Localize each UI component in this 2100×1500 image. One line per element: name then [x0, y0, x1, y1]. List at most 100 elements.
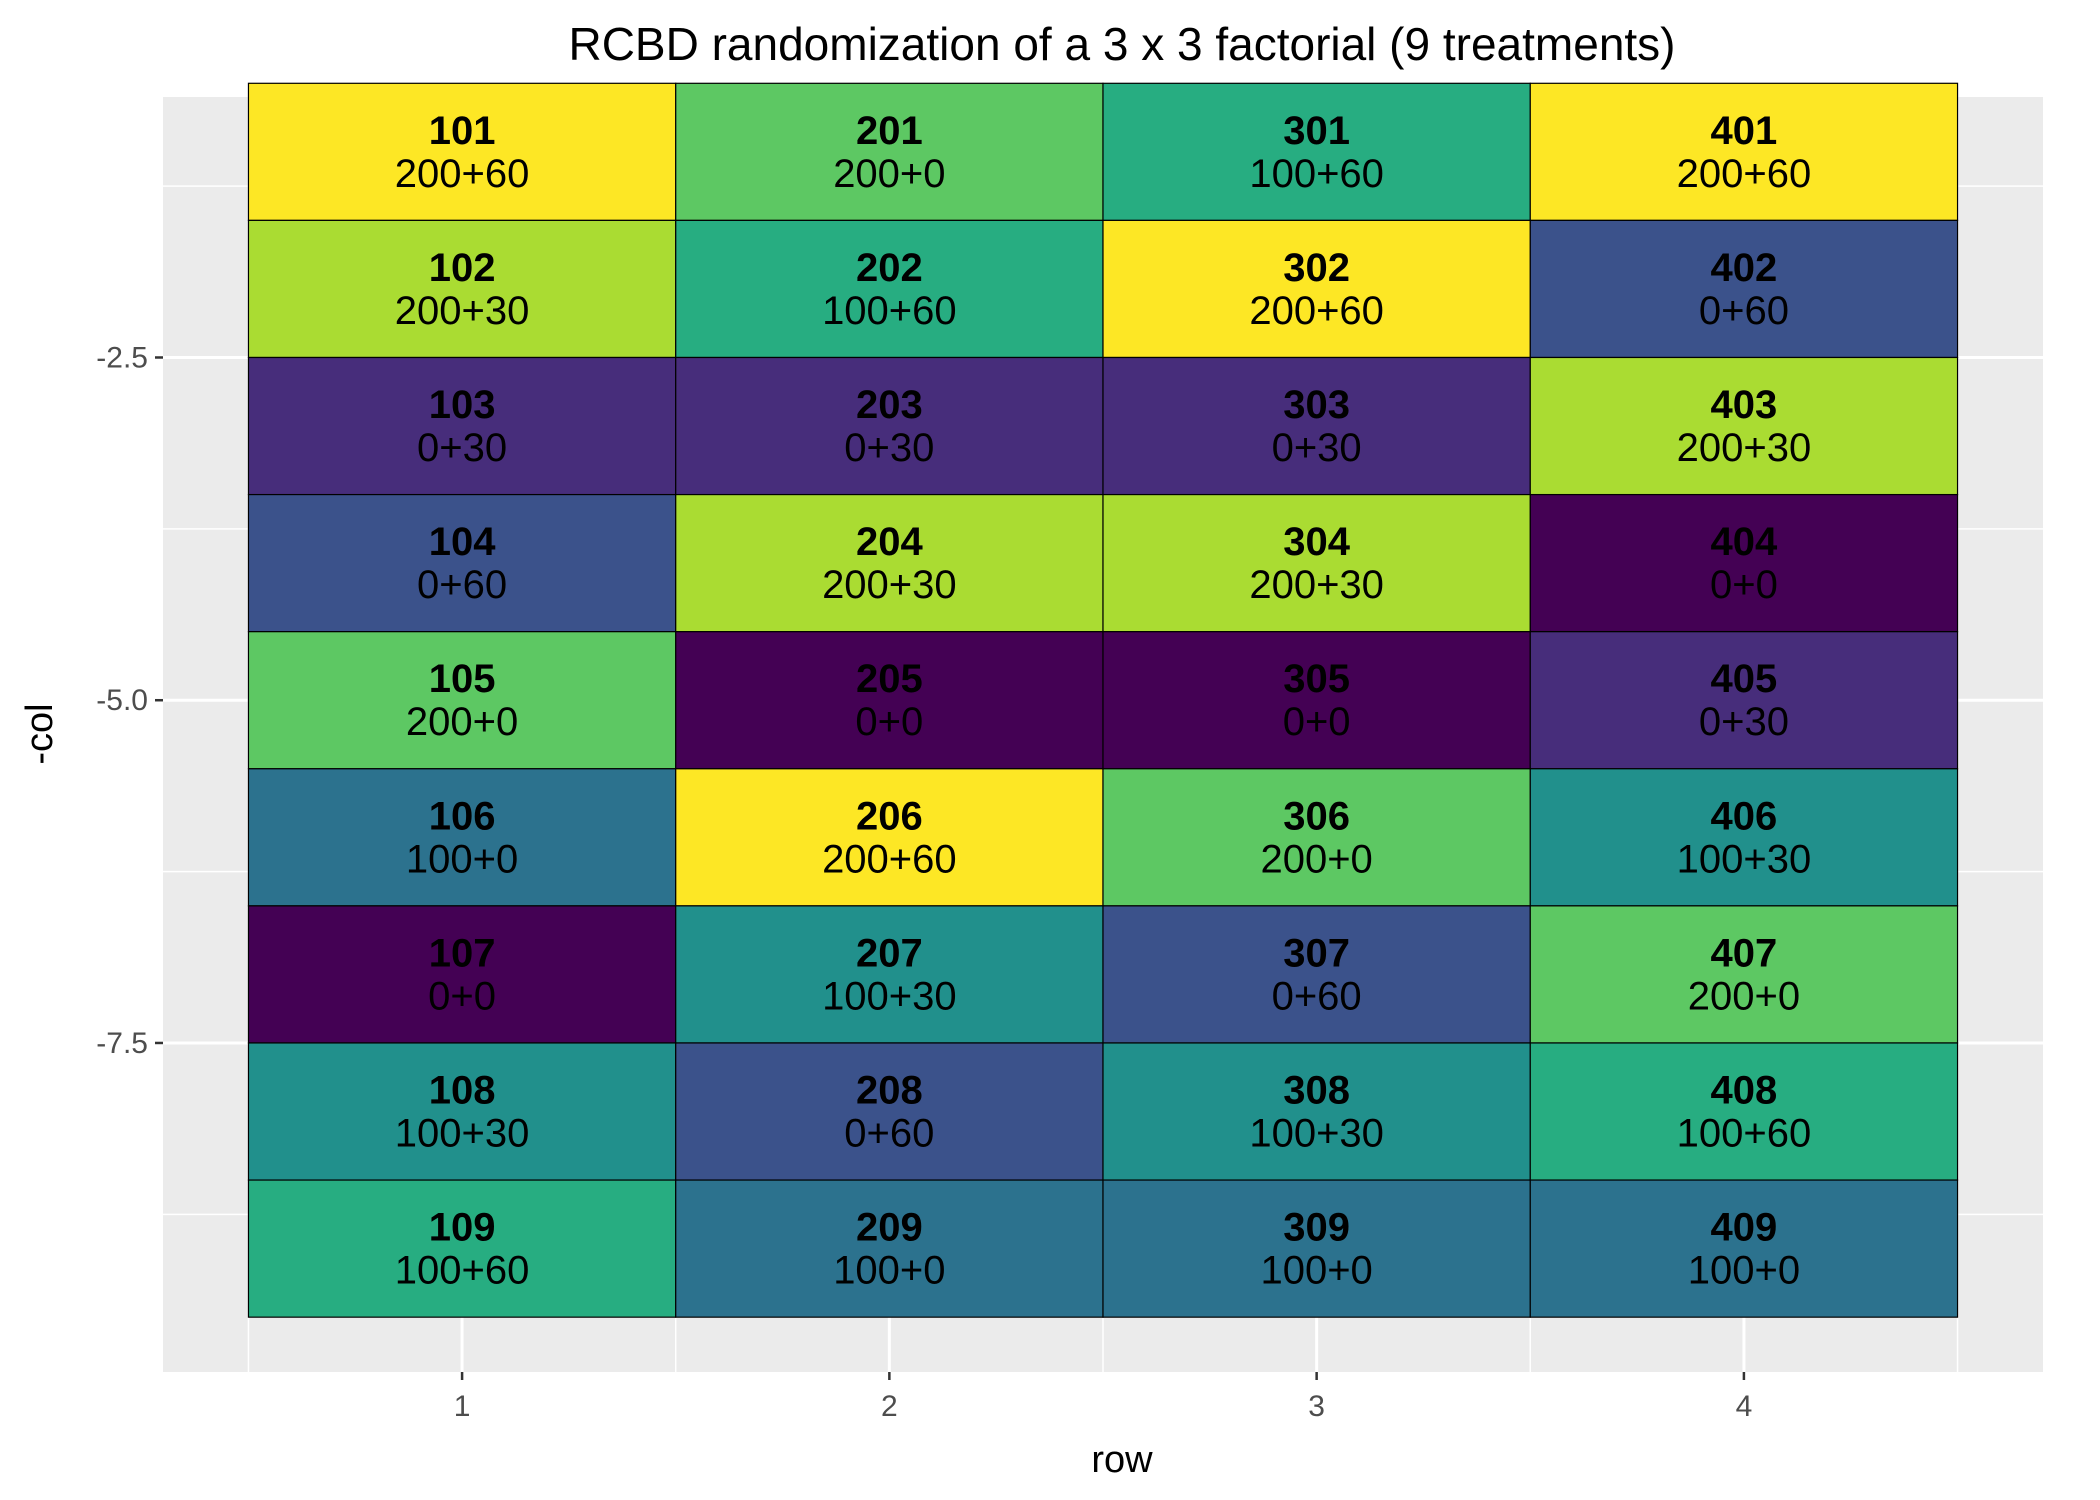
- treatment-label: 200+0: [406, 700, 518, 744]
- tile-rect: [675, 1042, 1104, 1181]
- tile-rect: [675, 768, 1104, 907]
- treatment-label: 100+0: [833, 1249, 945, 1293]
- treatment-label: 100+0: [1688, 1249, 1800, 1293]
- treatment-label: 100+0: [1260, 1249, 1372, 1293]
- x-tick-label: 3: [1308, 1390, 1325, 1423]
- plot-number-label: 107: [429, 931, 496, 975]
- treatment-label: 100+30: [1677, 837, 1812, 881]
- plot-number-label: 303: [1283, 383, 1350, 427]
- treatment-label: 100+60: [822, 289, 957, 333]
- tile-rect: [1102, 631, 1531, 770]
- treatment-label: 100+30: [1249, 1112, 1384, 1156]
- plot-number-label: 108: [429, 1069, 496, 1113]
- treatment-label: 0+0: [1710, 563, 1778, 607]
- tile-rect: [675, 1179, 1104, 1318]
- treatment-label: 100+60: [395, 1249, 530, 1293]
- treatment-label: 100+30: [822, 974, 957, 1018]
- plot-number-label: 105: [429, 657, 496, 701]
- tile-rect: [247, 1042, 677, 1181]
- tile-rect: [1529, 356, 1959, 496]
- treatment-label: 0+0: [1283, 700, 1351, 744]
- plot-number-label: 307: [1283, 931, 1350, 975]
- plot-number-label: 106: [429, 794, 496, 838]
- tile-rect: [1102, 1179, 1531, 1318]
- tile-rect: [1102, 356, 1531, 496]
- plot-number-label: 409: [1711, 1206, 1778, 1250]
- tile-rect: [1529, 1042, 1959, 1181]
- tile-rect: [675, 631, 1104, 770]
- y-tick-label: -7.5: [96, 1027, 148, 1060]
- plot-number-label: 304: [1283, 520, 1350, 564]
- plot-number-label: 404: [1711, 520, 1778, 564]
- plot-number-label: 301: [1283, 109, 1350, 153]
- treatment-label: 0+30: [1699, 700, 1789, 744]
- tile-rect: [1529, 493, 1959, 633]
- treatment-label: 0+0: [855, 700, 923, 744]
- treatment-label: 0+60: [1699, 289, 1789, 333]
- treatment-label: 0+30: [417, 426, 507, 470]
- treatment-label: 200+60: [1249, 289, 1384, 333]
- chart-title: RCBD randomization of a 3 x 3 factorial …: [568, 18, 1675, 70]
- plot-number-label: 206: [856, 794, 923, 838]
- plot-number-label: 305: [1283, 657, 1350, 701]
- plot-number-label: 104: [429, 520, 496, 564]
- plot-number-label: 203: [856, 383, 923, 427]
- treatment-label: 200+0: [833, 152, 945, 196]
- tile-rect: [675, 905, 1104, 1044]
- tile-rect: [1529, 768, 1959, 907]
- treatment-label: 0+60: [417, 563, 507, 607]
- plot-cells: 101200+60102200+301030+301040+60105200+0…: [247, 82, 1959, 1318]
- treatment-label: 0+0: [428, 974, 496, 1018]
- x-tick-label: 1: [454, 1390, 471, 1423]
- tile-rect: [247, 219, 677, 359]
- plot-number-label: 406: [1711, 794, 1778, 838]
- y-axis-label: -col: [19, 703, 61, 764]
- treatment-label: 200+60: [822, 837, 957, 881]
- y-tick-label: -5.0: [96, 684, 148, 717]
- tile-rect: [1529, 82, 1959, 221]
- tile-rect: [1529, 631, 1959, 770]
- plot-number-label: 403: [1711, 383, 1778, 427]
- treatment-label: 100+60: [1249, 152, 1384, 196]
- tile-rect: [1529, 905, 1959, 1044]
- plot-number-label: 201: [856, 109, 923, 153]
- x-tick-label: 4: [1736, 1390, 1753, 1423]
- treatment-label: 200+0: [1260, 837, 1372, 881]
- plot-number-label: 205: [856, 657, 923, 701]
- tile-rect: [247, 631, 677, 770]
- plot-number-label: 101: [429, 109, 496, 153]
- tile-rect: [1529, 219, 1959, 359]
- tile-rect: [1102, 1042, 1531, 1181]
- treatment-label: 200+30: [1249, 563, 1384, 607]
- plot-number-label: 401: [1711, 109, 1778, 153]
- treatment-label: 0+60: [844, 1112, 934, 1156]
- plot-number-label: 204: [856, 520, 923, 564]
- treatment-label: 0+30: [1272, 426, 1362, 470]
- treatment-label: 200+60: [1677, 152, 1812, 196]
- y-tick-label: -2.5: [96, 341, 148, 374]
